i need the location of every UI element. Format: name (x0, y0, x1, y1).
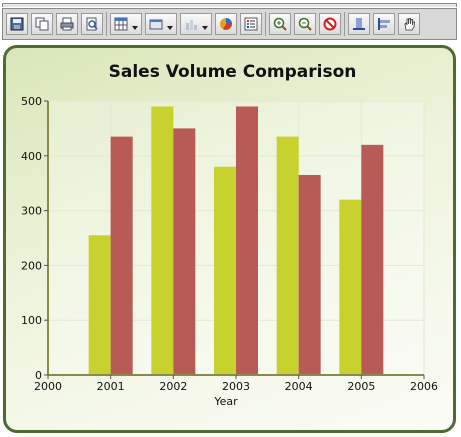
toolbar-top-edge (2, 3, 457, 7)
save-icon (10, 17, 24, 31)
palette-icon (149, 17, 163, 31)
print-button[interactable] (56, 13, 78, 35)
x-tick-label: 2000 (34, 380, 62, 393)
zoom-out-button[interactable] (294, 13, 316, 35)
y-tick-label: 500 (21, 95, 42, 108)
legend-icon (244, 17, 258, 31)
copy-button[interactable] (31, 13, 53, 35)
chart-title: Sales Volume Comparison (108, 62, 357, 82)
bar-2002-series-1 (151, 106, 174, 376)
x-tick-label: 2003 (222, 380, 250, 393)
zoom-in-button[interactable] (269, 13, 291, 35)
bar-2002-series-2 (173, 128, 196, 375)
bar-2005-series-2 (361, 144, 384, 375)
y-tick-label: 0 (35, 369, 42, 382)
legend-button[interactable] (240, 13, 262, 35)
chart-type-icon (184, 17, 198, 31)
toolbar-separator (344, 12, 345, 36)
copy-icon (35, 17, 49, 31)
toolbar-separator (106, 12, 107, 36)
chart-panel: Sales Volume Comparison 0 100 200 300 400 500… (3, 45, 456, 433)
bar-2001-series-2 (110, 136, 133, 375)
table-view-icon (114, 17, 128, 31)
pan-hand-icon (402, 17, 416, 31)
table-view-button[interactable] (110, 13, 142, 35)
bar-2004-series-1 (276, 136, 299, 375)
pan-hand-button[interactable] (398, 13, 420, 35)
y-tick-label: 400 (21, 150, 42, 163)
palette-button[interactable] (145, 13, 177, 35)
x-tick-label: 2002 (159, 380, 187, 393)
x-tick-label: 2004 (285, 380, 313, 393)
bar-2003-series-1 (214, 166, 236, 375)
pie-3d-icon (219, 17, 233, 31)
y-tick-label: 300 (21, 205, 42, 218)
pie-3d-button[interactable] (215, 13, 237, 35)
chart-toolbar (2, 8, 457, 40)
zoom-reset-icon (323, 17, 337, 31)
x-tick-label: 2005 (347, 380, 375, 393)
bar-2004-series-2 (298, 174, 321, 375)
bar-2005-series-1 (339, 199, 362, 375)
toolbar-separator (265, 12, 266, 36)
x-tick-label: 2006 (410, 380, 438, 393)
axis-bottom-button[interactable] (348, 13, 370, 35)
print-preview-icon (85, 17, 99, 31)
save-button[interactable] (6, 13, 28, 35)
print-icon (60, 17, 74, 31)
chart-plot: 0 100 200 300 400 500 2000 2001 2002 2003 2004 2005… (21, 95, 438, 408)
bar-2001-series-1 (88, 235, 111, 375)
zoom-reset-button[interactable] (319, 13, 341, 35)
zoom-in-icon (273, 17, 287, 31)
x-tick-label: 2001 (97, 380, 125, 393)
y-tick-label: 200 (21, 259, 42, 272)
axis-bottom-icon (352, 17, 366, 31)
zoom-out-icon (298, 17, 312, 31)
axis-left-icon (377, 17, 391, 31)
x-axis-title: Year (213, 395, 238, 408)
print-preview-button[interactable] (81, 13, 103, 35)
bar-2003-series-2 (236, 106, 258, 376)
y-tick-label: 100 (21, 314, 42, 327)
chart-type-button[interactable] (180, 13, 212, 35)
axis-left-button[interactable] (373, 13, 395, 35)
